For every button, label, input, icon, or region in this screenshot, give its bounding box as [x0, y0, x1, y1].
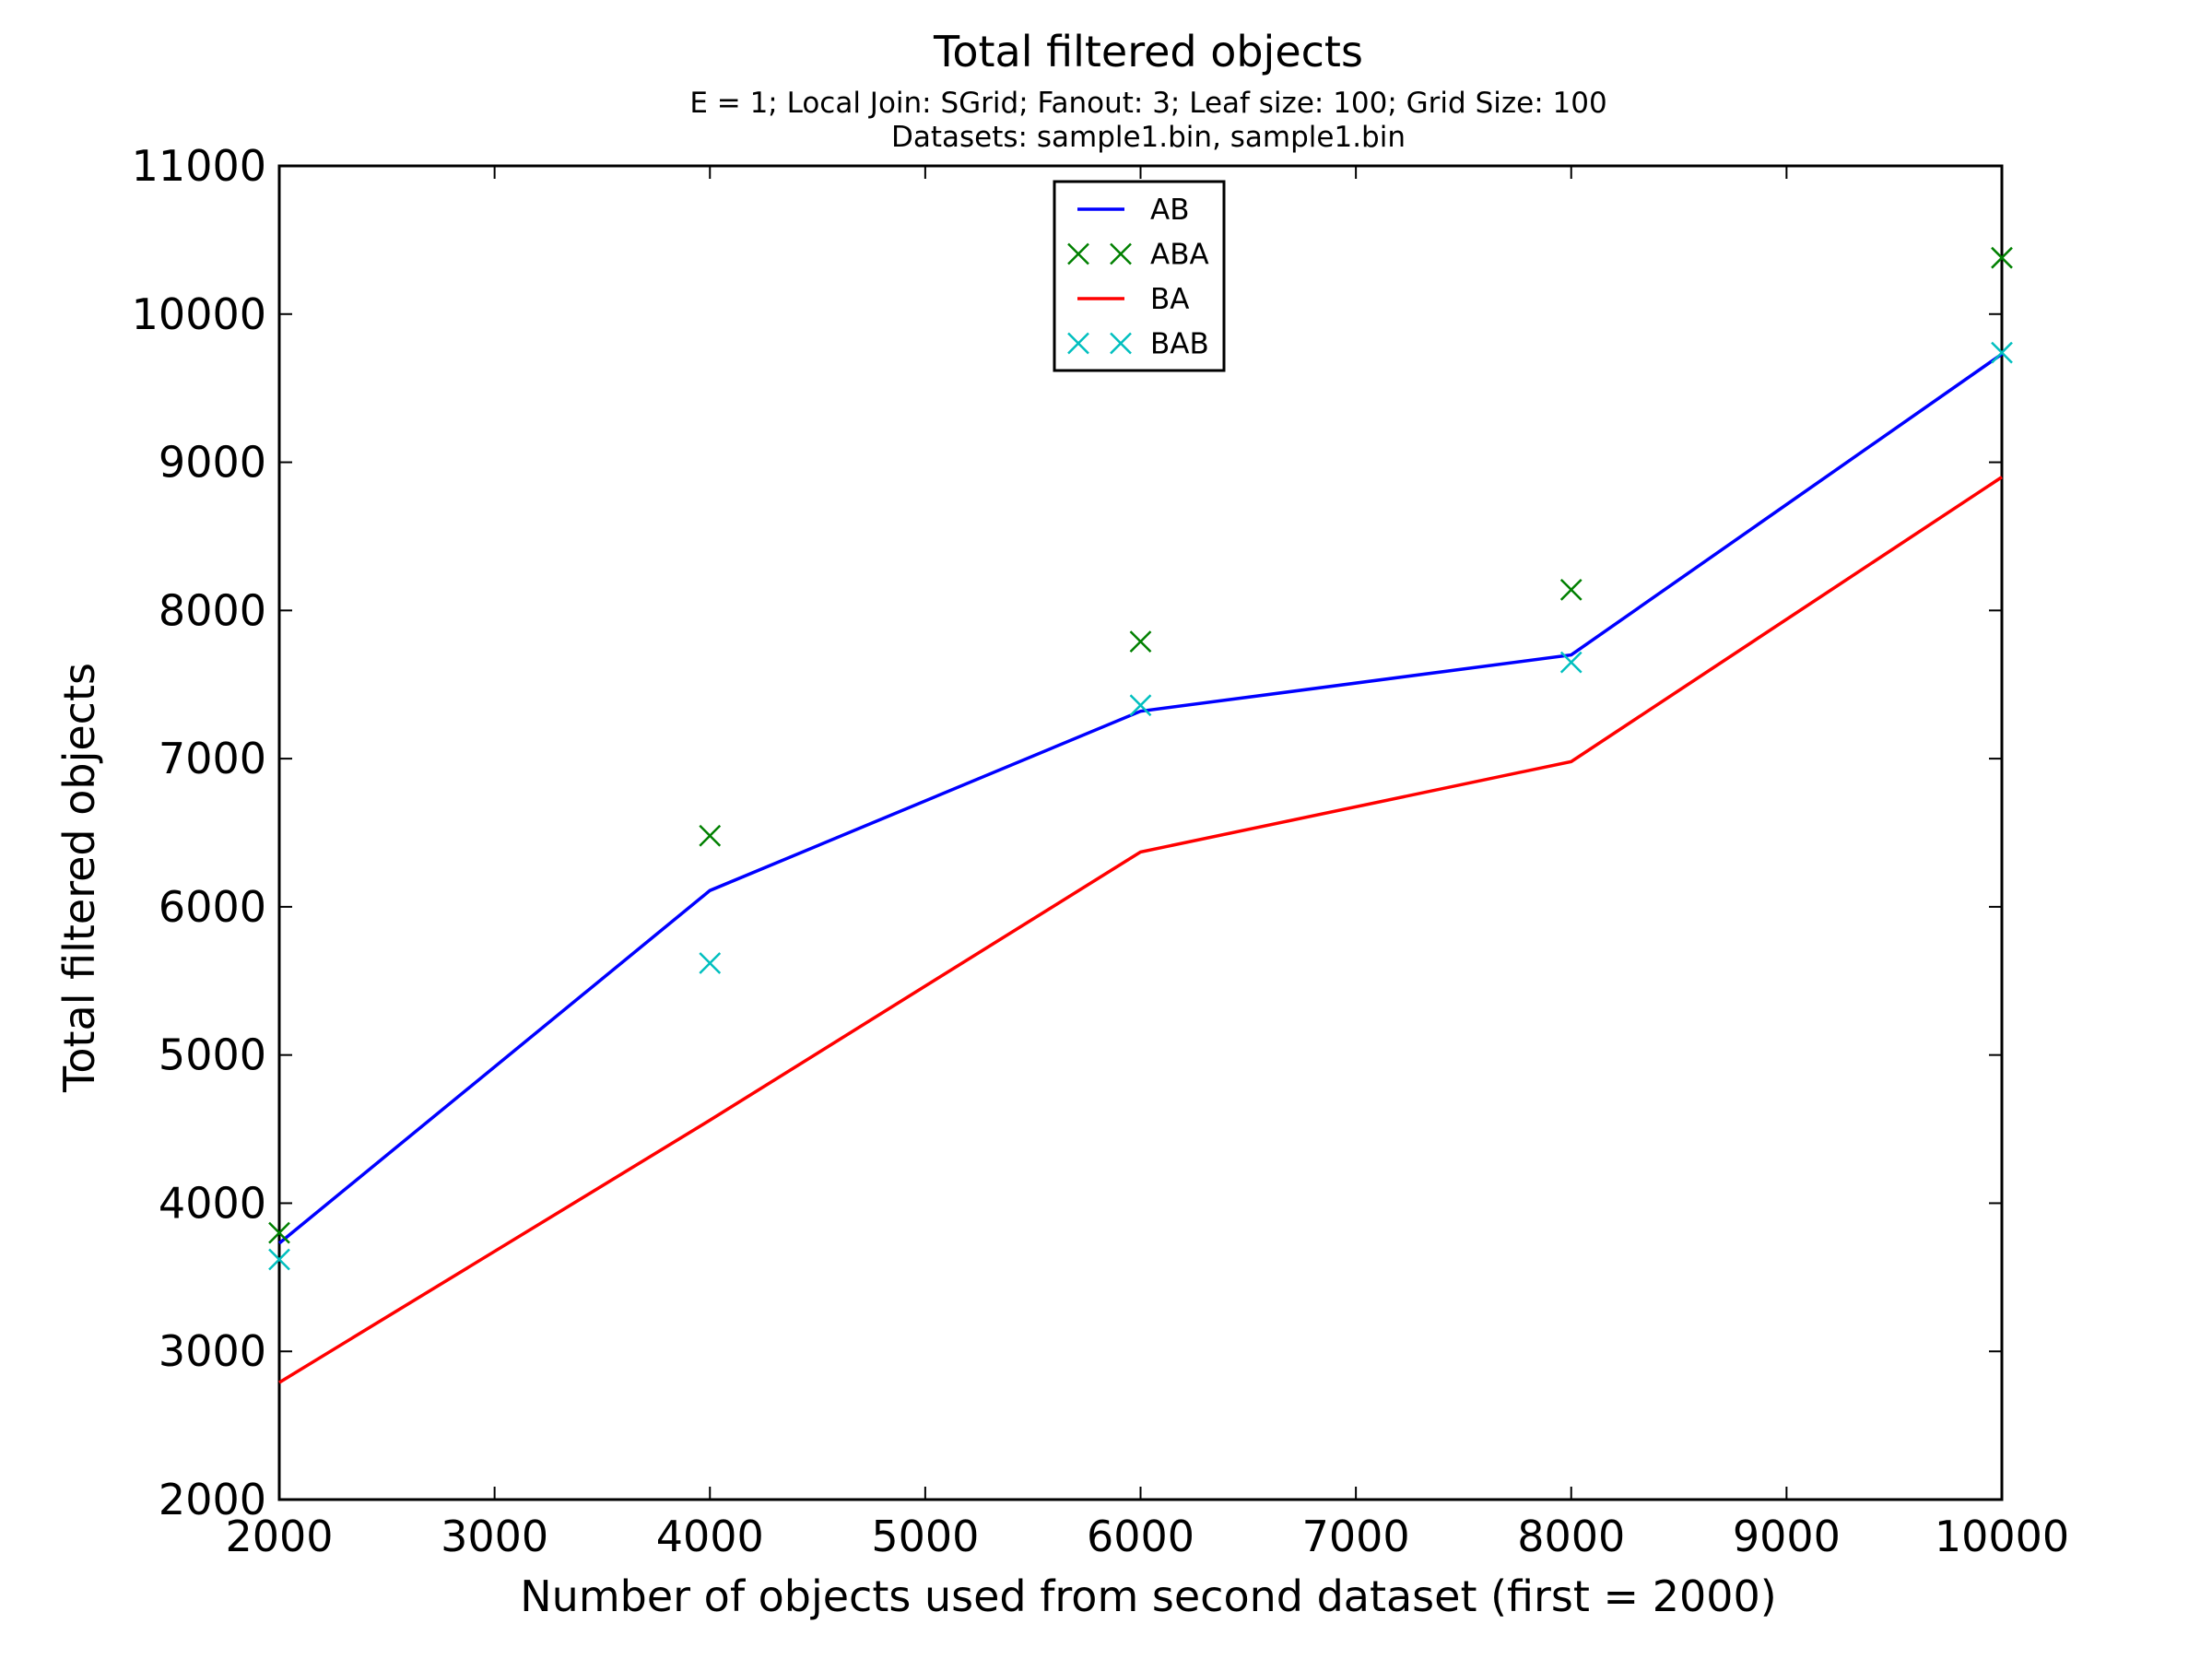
legend-item-aba: ABA: [1067, 239, 1209, 272]
data-point-aba: [1559, 578, 1583, 601]
y-tick-label: 2000: [159, 1475, 266, 1524]
x-tick-label: 7000: [1302, 1512, 1410, 1561]
y-tick-label: 11000: [132, 141, 266, 191]
series-aba: [268, 246, 2013, 1244]
data-point-aba: [268, 1221, 290, 1244]
legend-label-ba: BA: [1150, 283, 1189, 316]
x-tick-label: 4000: [656, 1512, 764, 1561]
legend-item-bab: BAB: [1067, 328, 1209, 361]
x-tick-label: 6000: [1087, 1512, 1194, 1561]
x-axis-ticks: 2000 3000 4000 5000 6000 7000 8000 9000 10000: [225, 166, 2069, 1561]
y-tick-label: 6000: [159, 882, 266, 932]
data-point-aba: [1129, 630, 1152, 653]
x-tick-label: 2000: [225, 1512, 333, 1561]
legend-swatch-bab: [1067, 332, 1089, 355]
legend-label-ab: AB: [1150, 194, 1189, 227]
data-point-bab: [268, 1248, 290, 1271]
data-point-aba: [1991, 246, 2013, 269]
y-tick-label: 10000: [132, 289, 266, 339]
series-bab: [268, 341, 2013, 1271]
y-axis-label: Total filtered objects: [54, 663, 104, 1093]
legend-swatch-aba: [1110, 242, 1132, 265]
x-tick-label: 3000: [441, 1512, 548, 1561]
data-point-bab: [699, 952, 722, 974]
data-point-bab: [1129, 694, 1152, 717]
data-point-bab: [1991, 341, 2013, 364]
x-tick-label: 8000: [1517, 1512, 1625, 1561]
legend-item-ab: AB: [1077, 194, 1189, 227]
y-axis-ticks: 2000 3000 4000 5000 6000 7000 8000 9000 10000 110…: [132, 141, 2002, 1524]
x-tick-label: 9000: [1733, 1512, 1841, 1561]
series-line-ab: [277, 352, 2004, 1245]
y-tick-label: 4000: [159, 1178, 266, 1228]
chart-title: Total filtered objects: [933, 27, 1363, 76]
x-tick-label: 5000: [871, 1512, 979, 1561]
data-point-aba: [699, 824, 722, 847]
y-tick-label: 5000: [159, 1030, 266, 1080]
y-tick-label: 7000: [159, 734, 266, 783]
legend-label-aba: ABA: [1150, 239, 1209, 272]
legend-item-ba: BA: [1077, 283, 1189, 316]
series-line-ba: [278, 476, 2003, 1384]
chart-subtitle-line-2: Datasets: sample1.bin, sample1.bin: [891, 121, 1406, 154]
legend-swatch-bab: [1110, 332, 1132, 355]
data-point-bab: [1559, 651, 1583, 674]
legend-swatch-aba: [1067, 242, 1089, 265]
plot-frame: [277, 164, 2004, 1501]
x-axis-label: Number of objects used from second datas…: [520, 1571, 1776, 1621]
y-tick-label: 8000: [159, 585, 266, 635]
series-layer: [268, 246, 2013, 1384]
series-ab: [277, 352, 2004, 1245]
x-tick-label: 10000: [1935, 1512, 2069, 1561]
y-tick-label: 3000: [159, 1326, 266, 1376]
series-ba: [278, 476, 2003, 1384]
chart-subtitle-line-1: E = 1; Local Join: SGrid; Fanout: 3; Lea…: [689, 87, 1606, 120]
legend-label-bab: BAB: [1150, 328, 1209, 361]
plot-area: [277, 164, 2004, 1501]
y-tick-label: 9000: [159, 438, 266, 488]
